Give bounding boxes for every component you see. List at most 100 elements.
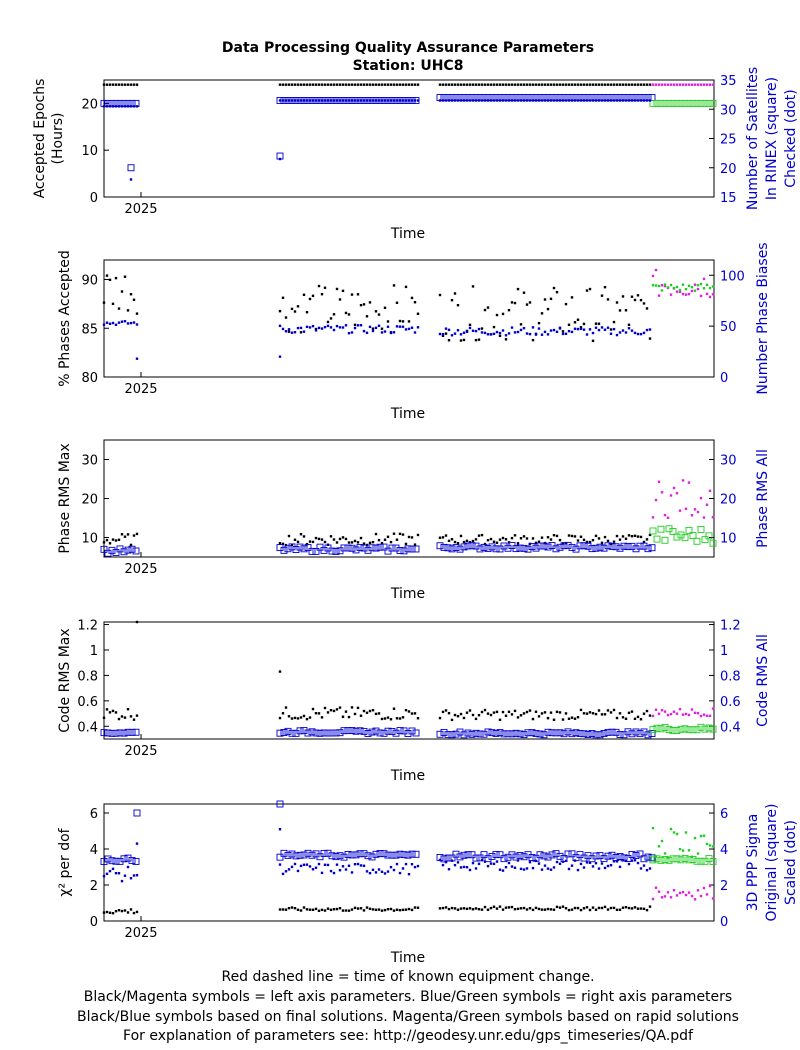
data-point <box>453 332 457 335</box>
data-point <box>654 855 658 858</box>
data-point <box>117 321 121 324</box>
data-point <box>293 331 297 334</box>
data-point <box>444 906 448 909</box>
data-point <box>450 334 454 337</box>
data-point <box>672 710 676 713</box>
data-point <box>372 727 380 735</box>
data-point <box>639 298 643 302</box>
data-point <box>480 851 488 859</box>
data-point <box>536 542 544 550</box>
data-point <box>534 83 538 86</box>
data-point <box>407 83 411 86</box>
data-point <box>495 541 499 544</box>
data-point <box>329 869 333 873</box>
series-right-dot <box>102 99 652 181</box>
right-axis-label: Number Phase Biases <box>755 242 771 394</box>
data-point <box>352 546 360 554</box>
data-point <box>324 729 332 737</box>
data-point <box>498 83 502 86</box>
data-point <box>564 302 568 306</box>
data-point <box>649 726 657 733</box>
data-point <box>531 99 535 102</box>
data-point <box>672 831 676 834</box>
data-point <box>536 851 544 859</box>
data-point <box>675 290 679 293</box>
data-point <box>576 868 580 872</box>
data-point <box>365 711 369 715</box>
data-point <box>603 905 607 909</box>
data-point <box>308 865 312 868</box>
data-point <box>464 542 472 550</box>
data-point <box>105 83 109 86</box>
data-point <box>576 906 580 910</box>
data-point <box>460 543 468 551</box>
data-point <box>102 105 106 108</box>
data-point <box>690 514 694 517</box>
data-point <box>465 83 469 86</box>
data-point <box>508 730 516 738</box>
data-point <box>407 907 411 911</box>
data-point <box>353 863 357 866</box>
footer-line-3: Black/Blue symbols based on final soluti… <box>77 1009 739 1025</box>
data-point <box>564 850 572 858</box>
data-point <box>290 99 294 102</box>
data-point <box>501 99 505 102</box>
data-point <box>332 538 336 541</box>
data-point <box>112 729 120 737</box>
data-point <box>396 727 404 735</box>
data-point <box>675 712 679 715</box>
data-point <box>456 853 464 861</box>
data-point <box>621 295 625 298</box>
data-point <box>293 862 297 866</box>
data-point <box>552 286 556 290</box>
data-point <box>371 708 375 712</box>
data-point <box>608 728 616 736</box>
data-point <box>531 326 535 329</box>
data-point <box>102 911 106 914</box>
data-point <box>356 706 360 710</box>
data-point <box>281 872 285 876</box>
data-point <box>344 727 352 735</box>
data-point <box>371 868 375 872</box>
data-point <box>477 713 481 717</box>
data-point <box>410 326 414 329</box>
data-point <box>642 540 646 544</box>
data-point <box>344 324 348 327</box>
data-point <box>669 727 677 734</box>
data-point <box>299 326 303 330</box>
data-point <box>398 325 402 328</box>
data-point <box>123 83 127 86</box>
data-point <box>576 83 580 86</box>
data-point <box>413 301 417 304</box>
data-point <box>628 730 636 738</box>
data-point <box>412 545 420 553</box>
data-point <box>389 907 393 911</box>
data-point <box>666 856 670 859</box>
data-point <box>104 855 112 863</box>
data-point <box>471 329 475 332</box>
data-point <box>353 99 357 102</box>
data-point <box>711 515 715 519</box>
data-point <box>609 83 613 86</box>
data-point <box>660 839 664 843</box>
data-point <box>711 845 715 848</box>
data-point <box>567 908 571 912</box>
data-point <box>606 83 610 86</box>
data-point <box>292 546 300 553</box>
data-point <box>356 862 360 866</box>
data-point <box>320 729 328 737</box>
data-point <box>564 541 568 545</box>
data-point <box>621 716 625 719</box>
data-point <box>398 871 402 875</box>
data-point <box>117 538 121 542</box>
data-point <box>332 99 336 102</box>
data-point <box>648 328 652 331</box>
data-point <box>129 877 133 880</box>
data-point <box>383 538 387 541</box>
data-point <box>117 83 121 86</box>
data-point <box>531 537 535 540</box>
data-point <box>606 539 610 543</box>
data-point <box>284 706 288 709</box>
data-point <box>132 874 136 877</box>
